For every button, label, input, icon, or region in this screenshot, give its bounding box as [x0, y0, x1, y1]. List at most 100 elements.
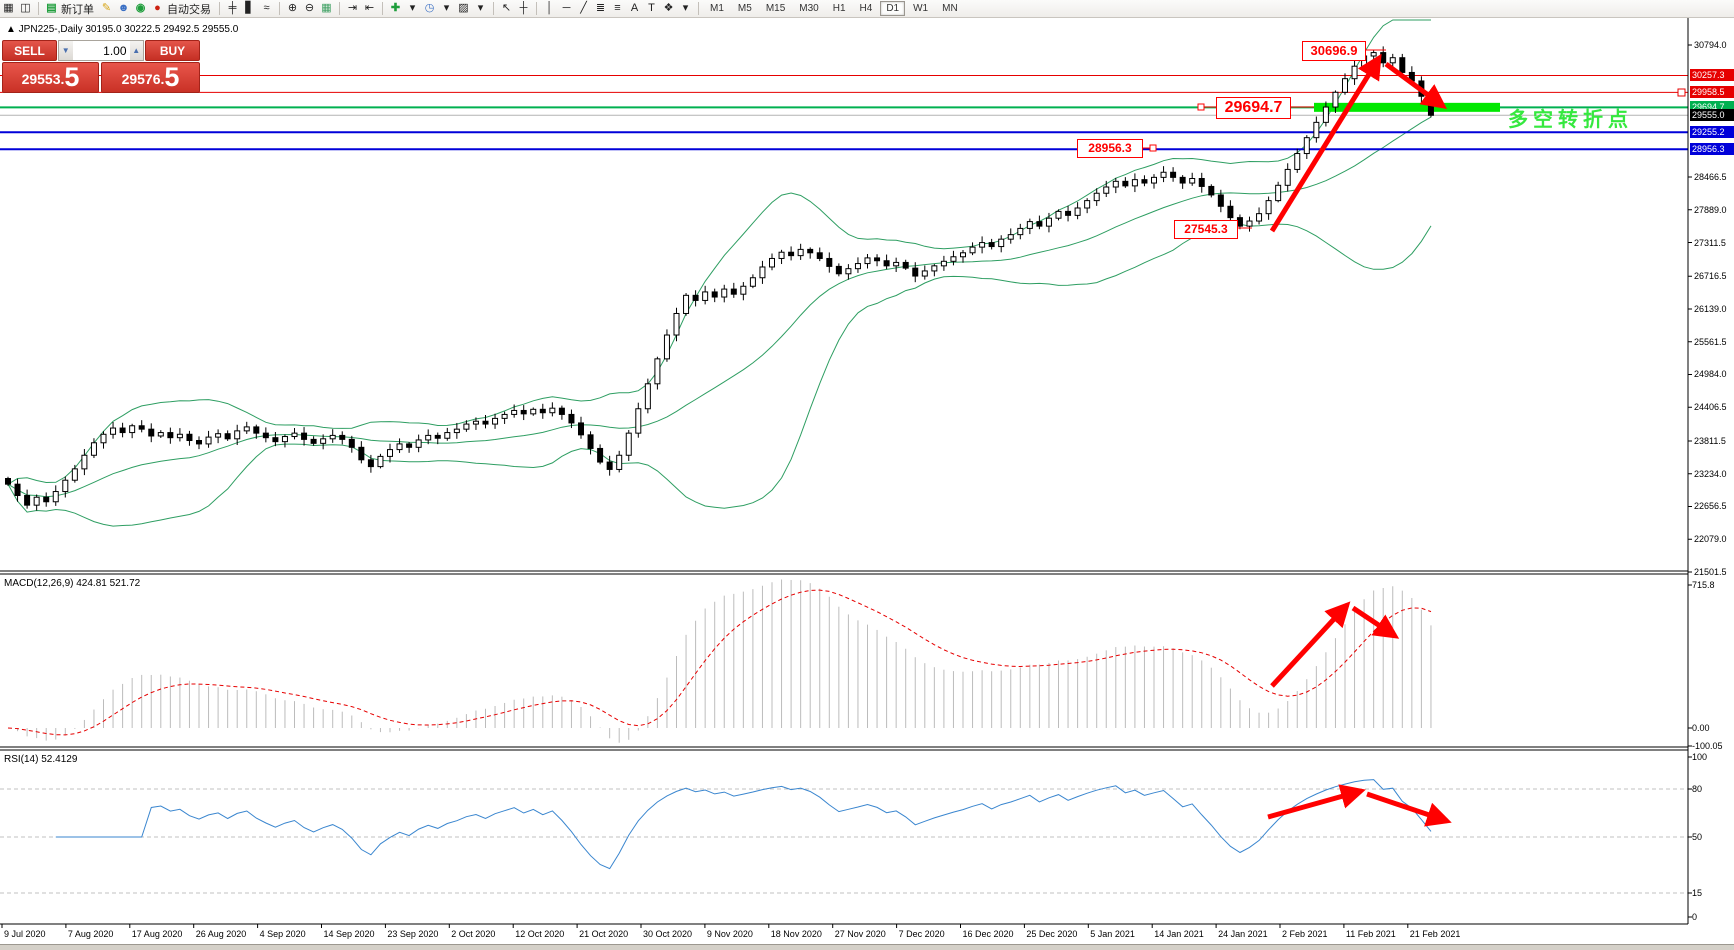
volume-stepper: ▼ ▲	[58, 40, 144, 61]
axis-label: 25 Dec 2020	[1026, 929, 1078, 939]
zoom-in-icon[interactable]: ⊕	[287, 2, 298, 14]
rsi-label: RSI(14) 52.4129	[4, 754, 78, 765]
autotrade-label[interactable]: 自动交易	[167, 3, 211, 16]
axis-label: 23811.5	[1694, 435, 1726, 446]
timeframe-m5[interactable]: M5	[737, 3, 752, 14]
autotrade-icon[interactable]: ●	[154, 2, 161, 14]
toolbar-separator	[536, 2, 537, 15]
templates-icon[interactable]: ▨	[458, 2, 469, 14]
price-annotation-box[interactable]: 27545.3	[1174, 220, 1238, 239]
axis-label: 5 Jan 2021	[1090, 929, 1135, 939]
periods-icon[interactable]: ◷	[424, 2, 435, 14]
cursor-icon[interactable]: ↖	[501, 2, 512, 14]
price-annotation-box[interactable]: 28956.3	[1077, 139, 1143, 158]
buy-price-main: 29576	[121, 71, 161, 87]
toolbar-separator	[279, 2, 280, 15]
volume-input[interactable]	[72, 41, 130, 60]
price-tag: 28956.3	[1690, 143, 1734, 156]
data-window-icon[interactable]: ◫	[20, 2, 31, 14]
main-toolbar: ▦ ◫ ▤ 新订单 ✎ ☻ ◉ ● 自动交易 ╪ ▋ ≈ ⊕ ⊖ ▦ ⇥ ⇤ ✚ ▾ ◷ ▾ ▨ ▾ ↖ ┼ │ ─ ╱ ≣ ≡ A T ❖ ▾ M…	[0, 0, 1734, 18]
volume-down-button[interactable]: ▼	[59, 41, 73, 60]
new-order-label[interactable]: 新订单	[61, 3, 94, 16]
indicators-icon[interactable]: ✚	[390, 2, 401, 14]
axis-label: 4 Sep 2020	[259, 929, 306, 939]
timeframe-h1[interactable]: H1	[832, 3, 846, 14]
chart-window-icon[interactable]: ▦	[3, 2, 14, 14]
timeframe-d1[interactable]: D1	[880, 1, 906, 16]
axis-label: 25561.5	[1694, 336, 1727, 347]
axis-label: 11 Feb 2021	[1345, 929, 1396, 939]
crosshair-icon[interactable]: ┼	[519, 2, 528, 14]
one-click-trading-panel: SELL ▼ ▲ BUY 29553 . 5 29576 . 5	[2, 40, 200, 93]
chinese-note-annotation[interactable]: 多空转折点	[1508, 109, 1633, 131]
toolbar-separator	[339, 2, 340, 15]
vertical-line-icon[interactable]: │	[546, 2, 553, 14]
templates-caret-icon[interactable]: ▾	[477, 2, 484, 14]
arrows-caret-icon[interactable]: ▾	[682, 2, 689, 14]
sell-price-pip: 5	[64, 62, 80, 92]
chart-autoscroll-icon[interactable]: ⇤	[364, 2, 375, 14]
chart-title: ▲ JPN225-,Daily 30195.0 30222.5 29492.5 …	[6, 24, 239, 35]
timeframe-m15[interactable]: M15	[765, 3, 786, 14]
axis-label: 26716.5	[1694, 271, 1727, 282]
indicators-caret-icon[interactable]: ▾	[409, 2, 416, 14]
toolbar-separator	[219, 2, 220, 15]
axis-label: 2 Oct 2020	[451, 929, 496, 939]
price-annotation-box[interactable]: 30696.9	[1302, 41, 1366, 61]
axis-label: 0	[1692, 912, 1698, 922]
volume-up-button[interactable]: ▲	[129, 41, 143, 60]
timeframe-mn[interactable]: MN	[942, 3, 958, 14]
buy-button[interactable]: BUY	[145, 40, 200, 61]
buy-price-box[interactable]: 29576 . 5	[101, 62, 200, 93]
new-order-icon[interactable]: ▤	[46, 2, 57, 14]
axis-label: 22079.0	[1694, 534, 1727, 545]
fibonacci-icon[interactable]: ≡	[614, 2, 621, 14]
horizontal-line-icon[interactable]: ─	[562, 2, 571, 14]
sell-price-box[interactable]: 29553 . 5	[2, 62, 100, 93]
text-icon[interactable]: A	[630, 2, 639, 14]
status-strip	[0, 944, 1734, 950]
zoom-out-icon[interactable]: ⊖	[304, 2, 315, 14]
trendline-icon[interactable]: ╱	[580, 2, 587, 14]
sell-price-main: 29553	[21, 71, 61, 87]
axis-label: 7 Aug 2020	[67, 929, 114, 939]
line-chart-icon[interactable]: ≈	[263, 2, 270, 14]
sell-button[interactable]: SELL	[2, 40, 57, 61]
toolbar-separator	[382, 2, 383, 15]
macd-label: MACD(12,26,9) 424.81 521.72	[4, 578, 141, 589]
axis-label: 17 Aug 2020	[131, 929, 183, 939]
chart-shift-icon[interactable]: ⇥	[347, 2, 358, 14]
timeframe-w1[interactable]: W1	[913, 3, 929, 14]
ohlc-bars-icon[interactable]: ╪	[228, 2, 237, 14]
axis-label: 30 Oct 2020	[643, 929, 693, 939]
text-label-icon[interactable]: T	[648, 2, 655, 14]
axis-label: 23234.0	[1694, 468, 1727, 479]
axis-label: 9 Jul 2020	[4, 929, 46, 939]
axis-label: 50	[1692, 832, 1703, 842]
axis-label: 28466.5	[1694, 171, 1727, 182]
timeframe-h4[interactable]: H4	[859, 3, 873, 14]
tile-windows-icon[interactable]: ▦	[321, 2, 332, 14]
axis-label: 16 Dec 2020	[962, 929, 1014, 939]
axis-label: 15	[1692, 888, 1703, 898]
price-annotation-box[interactable]: 29694.7	[1216, 97, 1291, 119]
sell-price-dot: .	[60, 71, 65, 87]
timeframe-m1[interactable]: M1	[710, 3, 724, 14]
periods-caret-icon[interactable]: ▾	[443, 2, 450, 14]
equidistant-channel-icon[interactable]: ≣	[595, 2, 606, 14]
axis-label: 0.00	[1692, 723, 1710, 733]
price-tag: 29255.2	[1690, 126, 1734, 139]
timeframe-m30[interactable]: M30	[799, 3, 819, 14]
profiles-icon[interactable]: ☻	[117, 2, 130, 14]
styles-icon[interactable]: ✎	[101, 2, 112, 14]
arrows-icon[interactable]: ❖	[663, 2, 674, 14]
candlestick-icon[interactable]: ▋	[245, 2, 254, 14]
axis-label: 14 Sep 2020	[323, 929, 375, 939]
axis-label: 100	[1692, 752, 1708, 762]
axis-label: 12 Oct 2020	[515, 929, 565, 939]
signals-icon[interactable]: ◉	[135, 2, 146, 14]
axis-label: 24984.0	[1694, 369, 1727, 380]
axis-label: 21501.5	[1694, 567, 1727, 577]
